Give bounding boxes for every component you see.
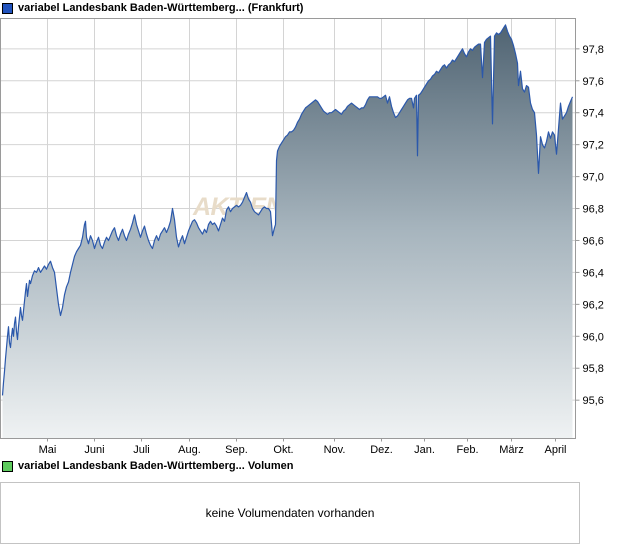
x-tick-label: Aug.	[178, 444, 201, 456]
x-tick-label: Jan.	[414, 444, 435, 456]
y-tick-label: 97,4	[583, 108, 604, 120]
volume-series-marker-icon	[2, 460, 13, 472]
price-chart-legend: variabel Landesbank Baden-Württemberg...…	[2, 2, 303, 14]
plot-border	[0, 18, 576, 439]
y-tick-label: 96,2	[583, 299, 604, 311]
y-tick-label: 96,4	[583, 267, 604, 279]
x-tick-label: März	[499, 444, 523, 456]
price-series-marker-icon	[2, 2, 13, 14]
volume-series-label: variabel Landesbank Baden-Württemberg...…	[18, 460, 294, 472]
y-tick-label: 96,8	[583, 204, 604, 216]
volume-empty-message: keine Volumendaten vorhanden	[205, 506, 375, 520]
y-tick-label: 96,6	[583, 235, 604, 247]
x-tick-label: Juli	[133, 444, 150, 456]
x-tick-label: Feb.	[456, 444, 478, 456]
y-tick-label: 97,8	[583, 44, 604, 56]
x-tick-label: Okt.	[273, 444, 293, 456]
x-tick-label: April	[544, 444, 566, 456]
x-tick-label: Juni	[84, 444, 104, 456]
price-area	[2, 24, 573, 439]
volume-chart-legend: variabel Landesbank Baden-Württemberg...…	[2, 460, 293, 472]
y-tick-label: 97,2	[583, 140, 604, 152]
volume-chart-empty-panel: keine Volumendaten vorhanden	[0, 482, 580, 544]
price-series-label: variabel Landesbank Baden-Württemberg...…	[18, 2, 304, 14]
y-tick-label: 96,0	[583, 331, 604, 343]
price-line	[1, 24, 574, 396]
y-tick-label: 97,0	[583, 172, 604, 184]
x-tick-label: Sep.	[225, 444, 248, 456]
x-tick-label: Dez.	[370, 444, 393, 456]
price-chart-canvas: AKTIENMaiJuniJuliAug.Sep.Okt.Nov.Dez.Jan…	[0, 18, 604, 456]
x-tick-label: Mai	[39, 444, 57, 456]
x-tick-label: Nov.	[324, 444, 346, 456]
y-tick-label: 97,6	[583, 76, 604, 88]
y-tick-label: 95,8	[583, 363, 604, 375]
y-tick-label: 95,6	[583, 395, 604, 407]
